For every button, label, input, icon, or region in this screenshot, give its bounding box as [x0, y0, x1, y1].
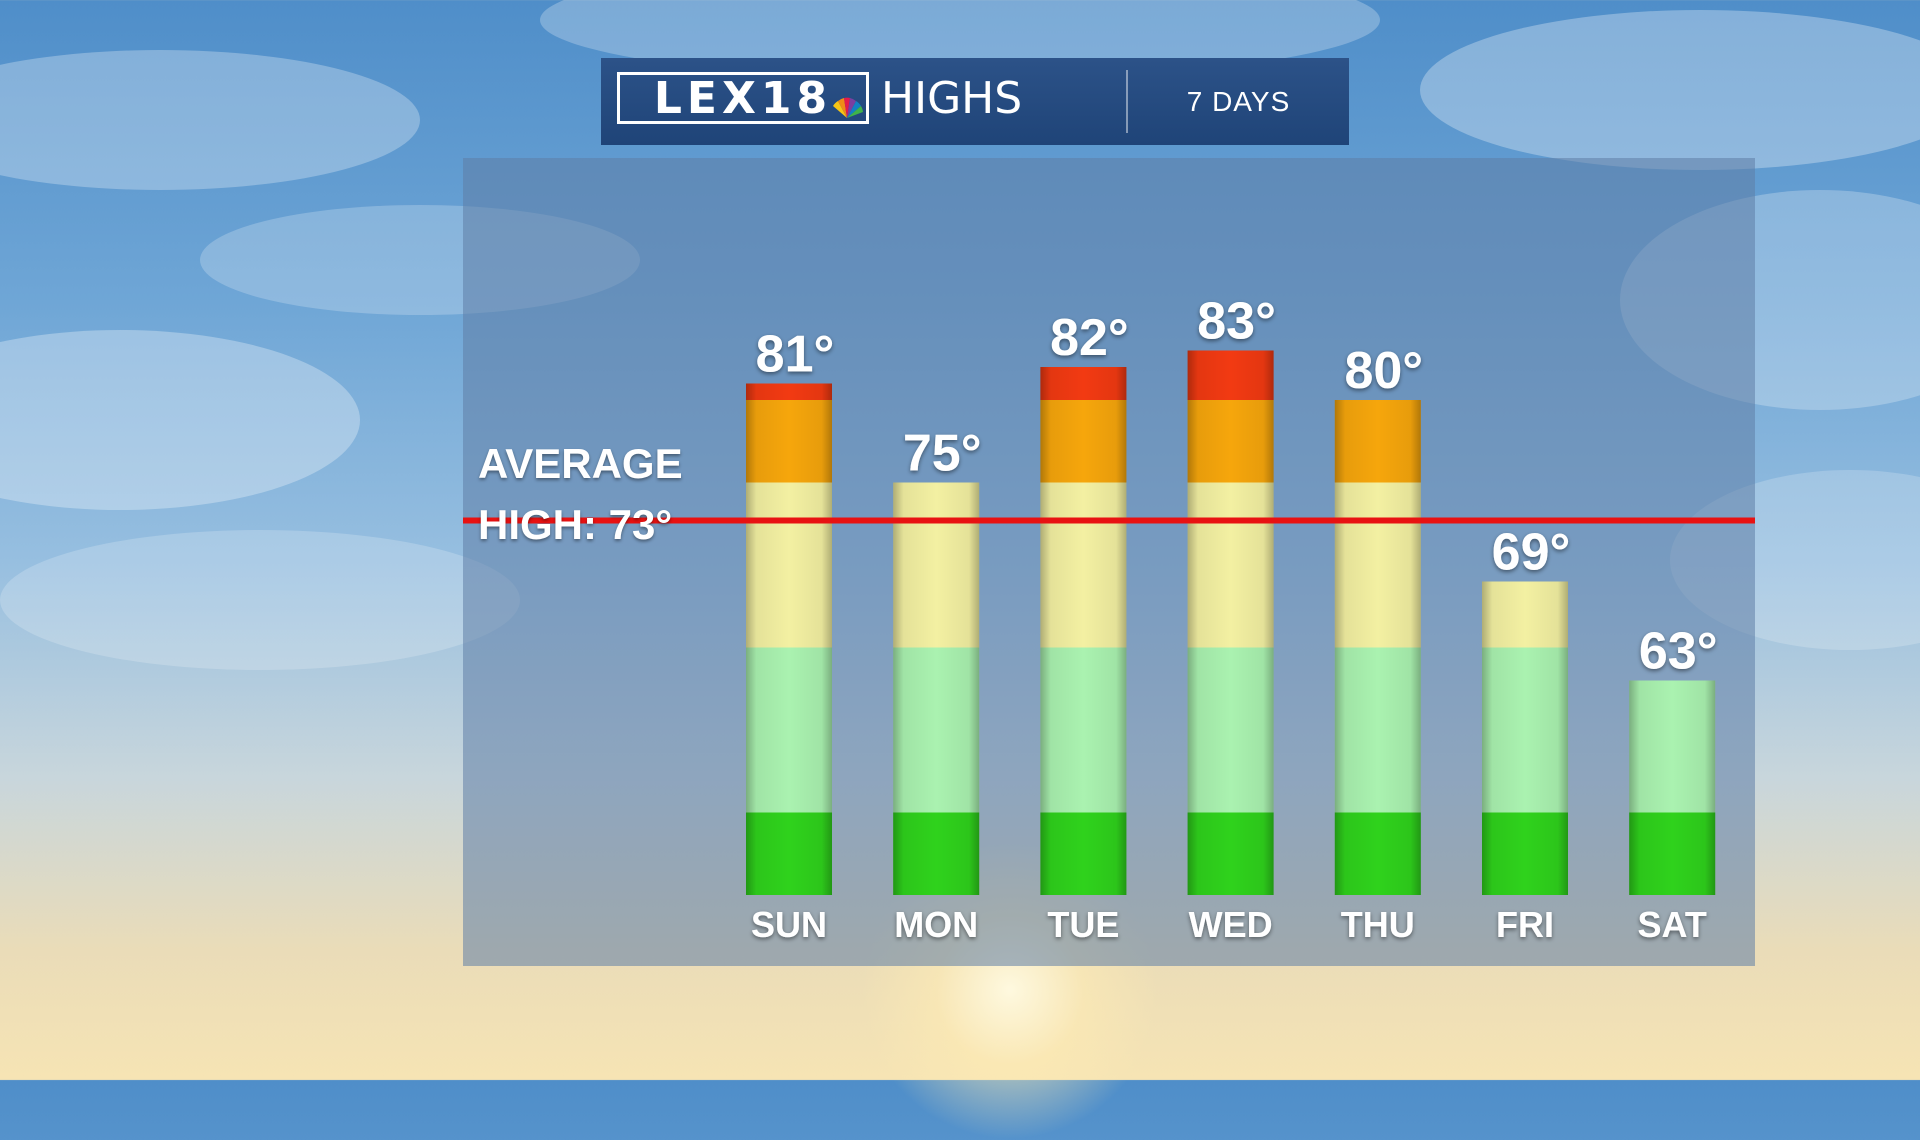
bar-wed [1187, 350, 1274, 895]
bar-sat [1629, 680, 1716, 895]
bar-thu [1334, 400, 1421, 895]
day-label-sun: SUN [751, 904, 827, 945]
chart-header: LEX18 HIGHS 7 DAYS [601, 58, 1349, 145]
average-label-line-2: HIGH: 73° [478, 501, 673, 548]
bar-shading [1482, 581, 1568, 895]
bar-shading [1334, 400, 1421, 895]
average-label-line-1: AVERAGE [478, 440, 683, 487]
value-label-sat: 63° [1639, 623, 1718, 681]
bar-shading [893, 482, 980, 895]
chart-title: HIGHS [881, 73, 1023, 124]
bar-mon [893, 482, 980, 895]
day-label-wed: WED [1189, 904, 1273, 945]
day-label-thu: THU [1341, 904, 1415, 945]
average-line [463, 517, 1755, 524]
value-label-wed: 83° [1197, 293, 1276, 351]
chart-panel: 81° SUN 75° MON 82° TUE 83° WED 80° THU 69° FRI 63° S… [463, 158, 1755, 966]
header-divider [1126, 70, 1128, 133]
day-label-mon: MON [894, 904, 978, 945]
value-label-tue: 82° [1050, 309, 1129, 367]
day-label-sat: SAT [1638, 904, 1707, 945]
bar-chart: 81° SUN 75° MON 82° TUE 83° WED 80° THU 69° FRI 63° S… [463, 293, 1755, 945]
logo-text: LEX18 [653, 72, 833, 124]
value-label-thu: 80° [1344, 342, 1423, 400]
day-label-tue: TUE [1047, 904, 1119, 945]
peacock-icon [833, 97, 863, 118]
station-logo: LEX18 [617, 72, 869, 124]
day-label-fri: FRI [1496, 904, 1554, 945]
average-high-label: AVERAGE HIGH: 73° [478, 433, 683, 555]
value-label-fri: 69° [1492, 524, 1571, 582]
bar-shading [746, 383, 832, 895]
bar-fri [1482, 581, 1568, 895]
value-label-sun: 81° [756, 326, 835, 384]
bar-shading [1629, 680, 1716, 895]
bar-tue [1040, 367, 1127, 895]
bar-shading [1187, 350, 1274, 895]
value-label-mon: 75° [903, 425, 982, 483]
period-label: 7 DAYS [1186, 85, 1291, 117]
bar-shading [1040, 367, 1127, 895]
bar-sun [746, 383, 832, 895]
